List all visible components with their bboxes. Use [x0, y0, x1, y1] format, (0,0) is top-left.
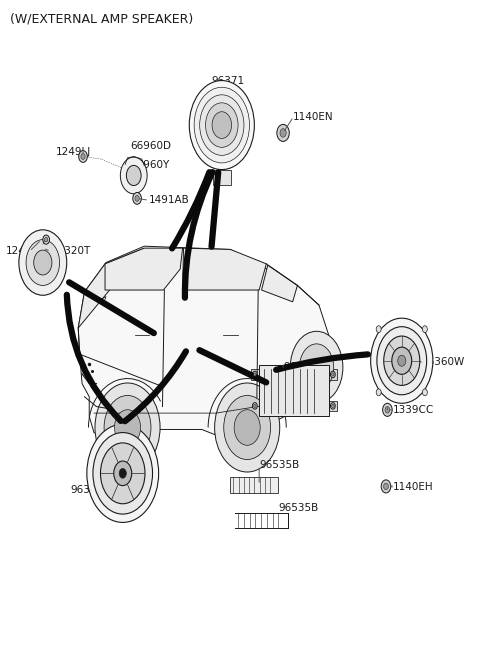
Text: 96535B: 96535B — [259, 461, 300, 470]
Polygon shape — [262, 265, 298, 302]
Circle shape — [376, 326, 381, 333]
FancyBboxPatch shape — [230, 477, 278, 493]
FancyBboxPatch shape — [328, 401, 337, 411]
Circle shape — [26, 239, 60, 285]
Text: (W/EXTERNAL AMP SPEAKER): (W/EXTERNAL AMP SPEAKER) — [10, 12, 193, 26]
Circle shape — [290, 331, 343, 403]
FancyBboxPatch shape — [328, 369, 337, 380]
Circle shape — [422, 389, 427, 396]
FancyBboxPatch shape — [259, 365, 328, 417]
Text: 1491AB: 1491AB — [149, 195, 190, 205]
Circle shape — [114, 461, 132, 485]
Circle shape — [224, 396, 271, 460]
Circle shape — [133, 192, 142, 204]
Circle shape — [398, 355, 406, 366]
Circle shape — [81, 154, 85, 159]
Circle shape — [383, 403, 392, 417]
Text: 1249LJ: 1249LJ — [56, 147, 91, 157]
Text: 1249GE: 1249GE — [5, 247, 47, 256]
Circle shape — [45, 237, 48, 242]
Circle shape — [200, 95, 244, 155]
Circle shape — [115, 410, 141, 445]
Text: 1339CC: 1339CC — [393, 405, 434, 415]
Text: 96535B: 96535B — [278, 503, 319, 513]
Circle shape — [87, 424, 158, 522]
Polygon shape — [105, 248, 182, 290]
Circle shape — [100, 443, 145, 504]
Circle shape — [126, 165, 141, 186]
Text: 96330E: 96330E — [70, 485, 109, 495]
Text: 96371: 96371 — [212, 76, 245, 86]
Circle shape — [120, 157, 147, 194]
Circle shape — [194, 87, 250, 163]
Circle shape — [43, 235, 49, 244]
Circle shape — [253, 404, 256, 407]
Circle shape — [332, 404, 334, 407]
Circle shape — [93, 432, 153, 514]
Circle shape — [277, 125, 289, 142]
Text: 66960Y: 66960Y — [130, 160, 169, 170]
Circle shape — [392, 347, 412, 375]
Circle shape — [119, 468, 126, 478]
Polygon shape — [78, 248, 144, 328]
Circle shape — [280, 129, 286, 137]
Circle shape — [215, 383, 280, 472]
Circle shape — [205, 103, 238, 148]
Circle shape — [330, 403, 335, 409]
Circle shape — [95, 383, 160, 472]
FancyBboxPatch shape — [251, 401, 259, 411]
Circle shape — [384, 483, 388, 489]
Circle shape — [19, 230, 67, 295]
Circle shape — [212, 112, 231, 138]
Circle shape — [332, 373, 334, 376]
Circle shape — [377, 327, 427, 395]
Circle shape — [252, 371, 257, 378]
Polygon shape — [182, 248, 266, 290]
Circle shape — [234, 410, 260, 445]
Text: 1140EH: 1140EH — [393, 482, 434, 492]
Circle shape — [189, 81, 254, 170]
Circle shape — [135, 195, 139, 201]
Circle shape — [385, 407, 390, 413]
Circle shape — [384, 336, 420, 386]
Circle shape — [104, 396, 151, 460]
Circle shape — [79, 151, 87, 163]
Circle shape — [376, 389, 381, 396]
Circle shape — [381, 480, 391, 493]
Text: 1140EN: 1140EN — [293, 112, 333, 121]
Circle shape — [330, 371, 335, 378]
FancyBboxPatch shape — [251, 369, 259, 380]
Text: 96360W: 96360W — [422, 357, 465, 367]
Text: 66960D: 66960D — [130, 141, 171, 152]
Circle shape — [253, 373, 256, 376]
Text: 96320T: 96320T — [51, 247, 90, 256]
Polygon shape — [78, 246, 328, 440]
Circle shape — [252, 403, 257, 409]
Text: 96130: 96130 — [283, 362, 316, 372]
Circle shape — [422, 326, 427, 333]
FancyBboxPatch shape — [213, 170, 231, 185]
Circle shape — [371, 318, 433, 403]
Circle shape — [300, 344, 334, 391]
Circle shape — [34, 250, 52, 275]
